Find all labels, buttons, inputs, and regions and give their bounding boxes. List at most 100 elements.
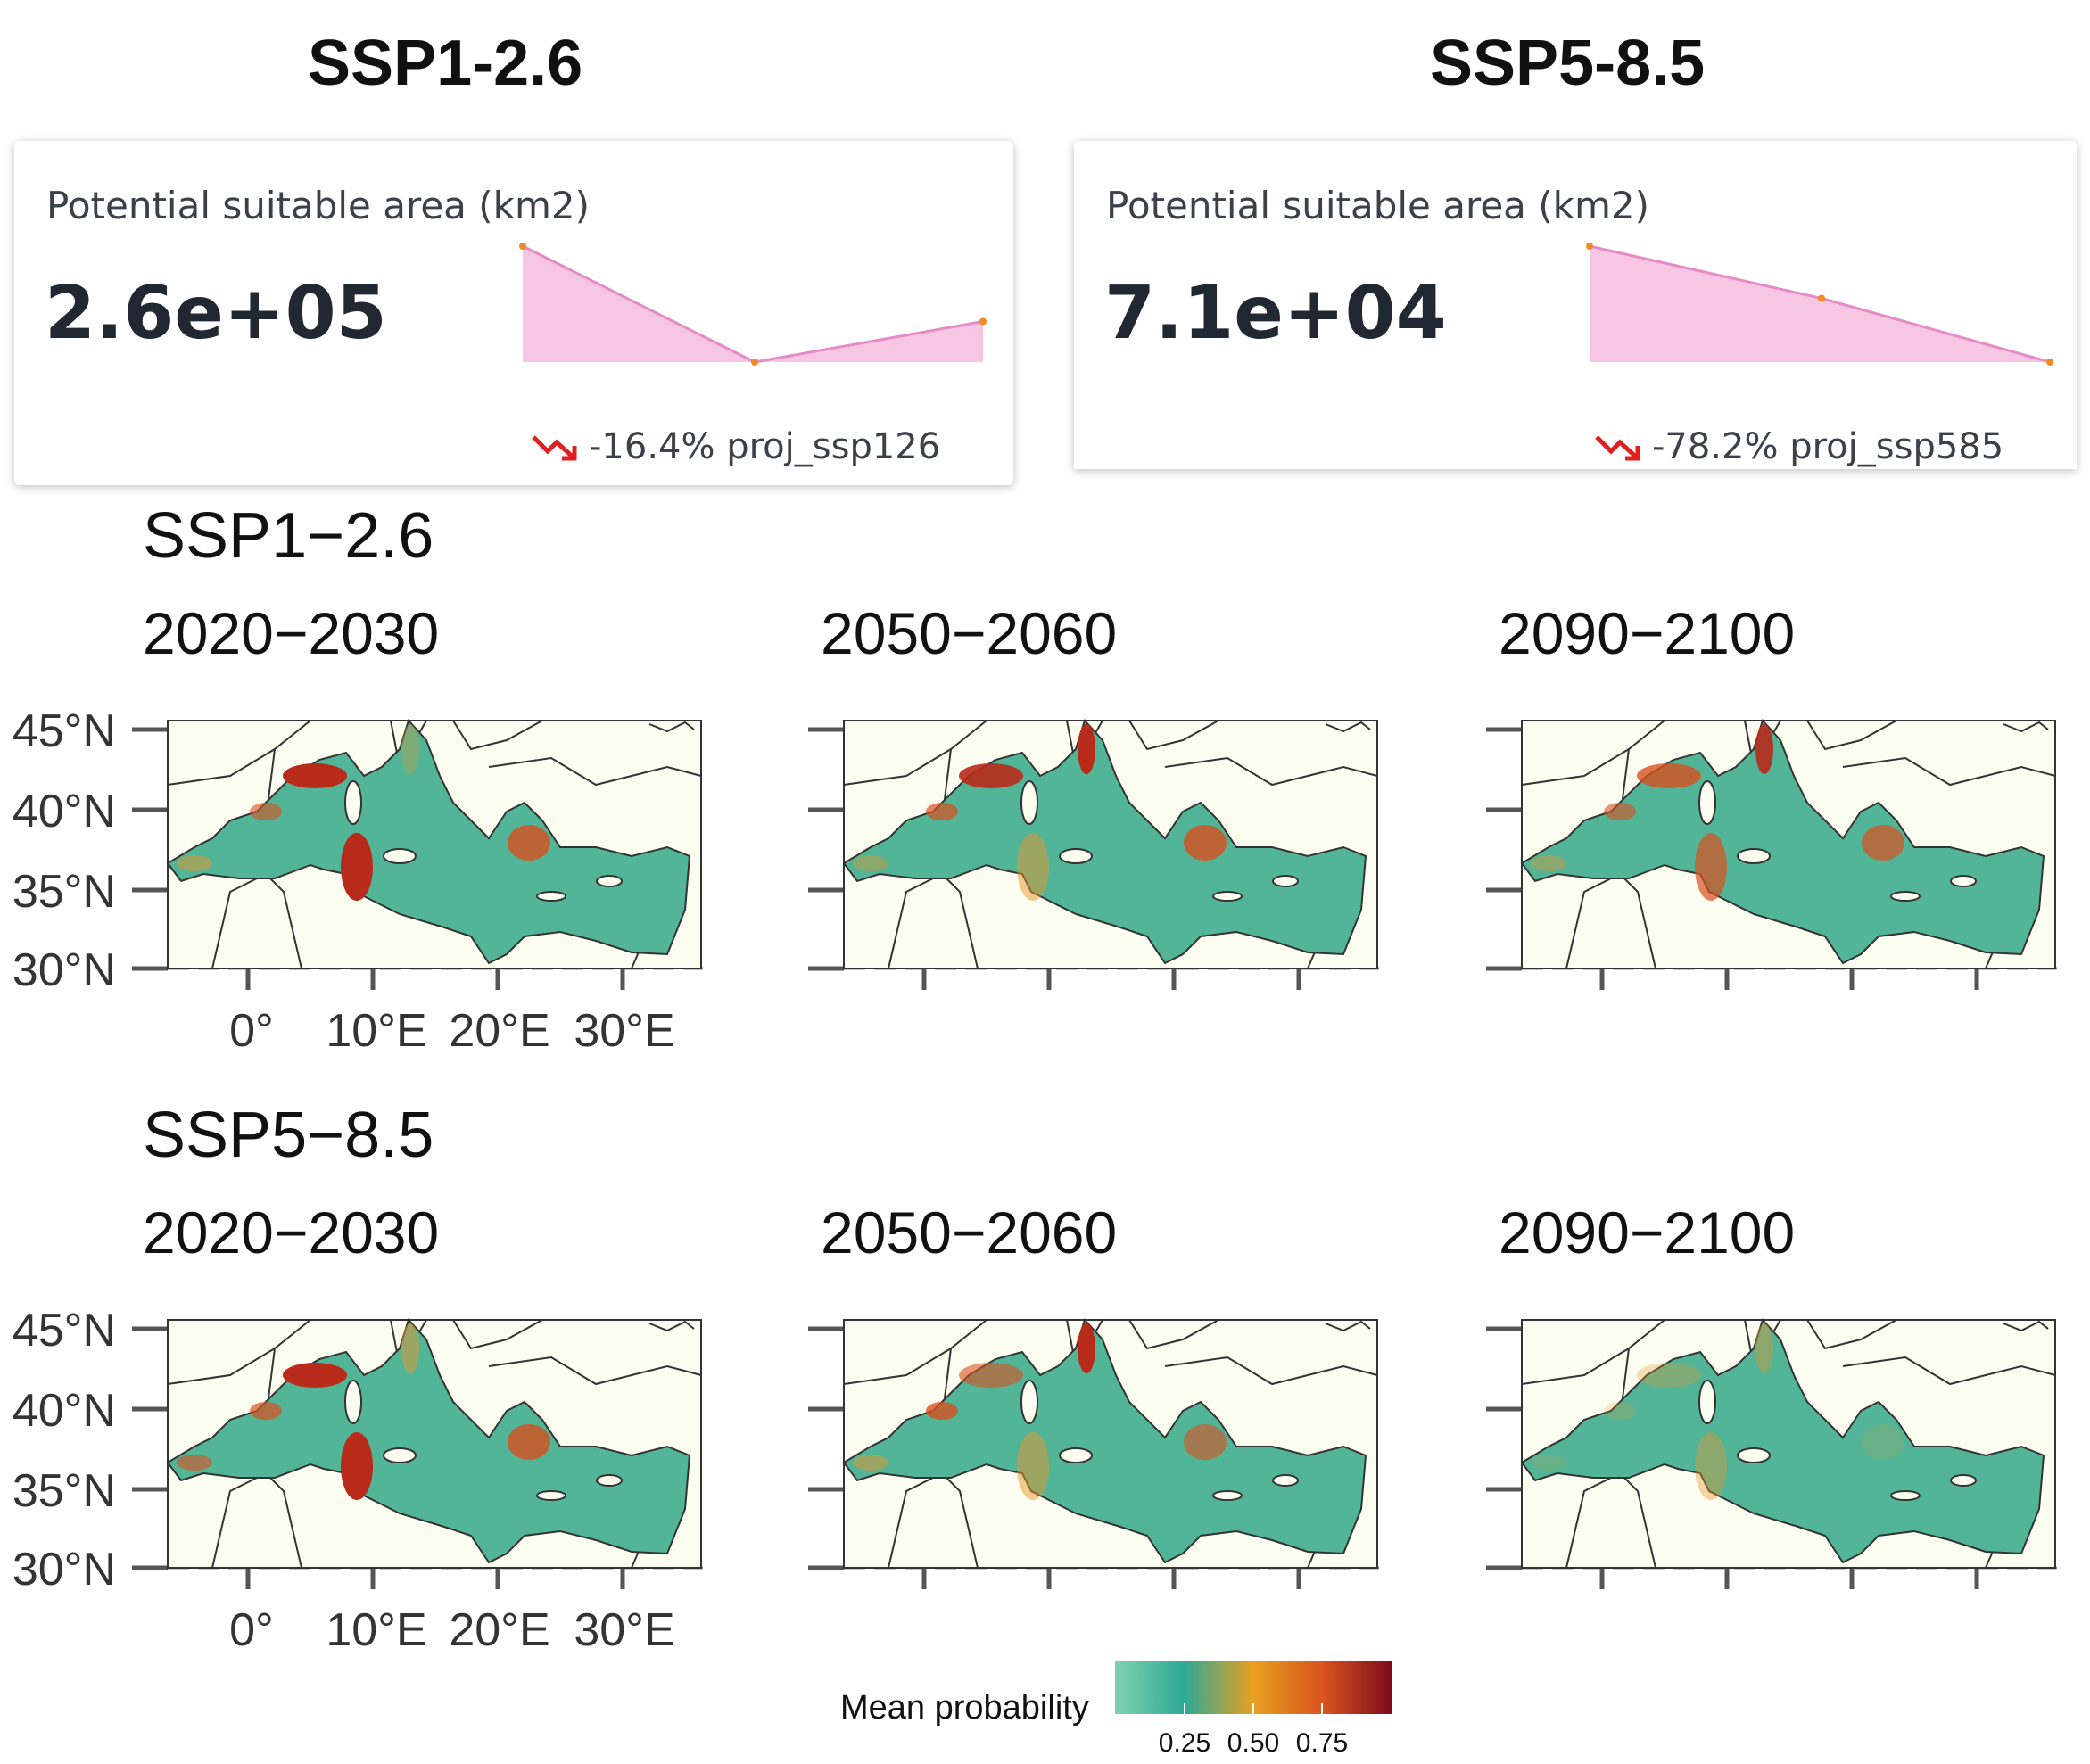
metric-card-ssp585: Potential suitable area (km2) 7.1e+04 -7…: [1074, 141, 2077, 469]
hotspot: [1755, 724, 1773, 774]
hotspot: [1695, 1432, 1727, 1500]
delta-text: -16.4% proj_ssp126: [589, 426, 941, 467]
hotspot: [926, 1402, 958, 1420]
hotspot: [1862, 825, 1904, 861]
delta-text: -78.2% proj_ssp585: [1652, 426, 2004, 467]
lon-label: 30°E: [574, 1604, 675, 1656]
lat-label: 35°N: [12, 1465, 116, 1517]
sea-area: [1520, 1318, 2045, 1564]
delta-indicator: -16.4% proj_ssp126: [530, 426, 940, 467]
period-label: 2090−2100: [1499, 600, 1796, 666]
header-ssp126: SSP1-2.6: [308, 28, 583, 99]
sparkline-point: [751, 359, 758, 366]
map-ssp126-2020-2030: [132, 713, 703, 994]
hotspot: [1184, 825, 1227, 861]
hotspot: [177, 1455, 212, 1471]
lat-label: 40°N: [12, 786, 116, 837]
trend-down-icon: [1595, 435, 1640, 461]
sparkline-ssp585: [1586, 243, 2053, 366]
delta-indicator: -78.2% proj_ssp585: [1593, 426, 2003, 467]
hotspot: [341, 1432, 373, 1500]
hotspot: [250, 803, 282, 820]
hotspot: [1078, 1323, 1095, 1373]
hotspot: [508, 825, 550, 861]
sparkline-point: [1586, 243, 1593, 250]
period-label: 2050−2060: [821, 600, 1118, 666]
lat-label: 45°N: [12, 1305, 116, 1356]
hotspot: [1604, 1402, 1636, 1420]
hotspot: [1637, 763, 1701, 788]
trend-down-icon: [532, 435, 577, 461]
map-svg: [1486, 1318, 2057, 1589]
period-label: 2020−2030: [143, 1199, 440, 1265]
hotspot: [1695, 833, 1727, 901]
map-svg: [132, 1318, 703, 1589]
hotspot: [1184, 1424, 1227, 1460]
lat-label: 30°N: [12, 944, 116, 996]
hotspot: [283, 763, 347, 788]
lon-label: 10°E: [326, 1005, 427, 1057]
sparkline-point: [2046, 359, 2053, 366]
hotspot: [1078, 724, 1095, 774]
metric-card-ssp126: Potential suitable area (km2) 2.6e+05 -1…: [14, 141, 1013, 485]
sparkline-point: [519, 243, 526, 250]
legend-tick: 0.75: [1295, 1728, 1349, 1758]
map-ssp126-2050-2060: [808, 713, 1379, 994]
lon-label: 20°E: [449, 1005, 550, 1057]
metric-value: 7.1e+04: [1104, 271, 1447, 356]
section-title-ssp126: SSP1−2.6: [143, 500, 434, 572]
lat-label: 30°N: [12, 1544, 116, 1595]
lon-label: 30°E: [574, 1005, 675, 1057]
map-svg: [808, 719, 1379, 990]
hotspot: [853, 1455, 888, 1471]
legend-title: Mean probability: [840, 1689, 1089, 1727]
metric-value: 2.6e+05: [45, 271, 387, 356]
legend-tick: 0.50: [1227, 1728, 1280, 1758]
map-ssp585-2090-2100: [1486, 1313, 2057, 1594]
hotspot: [283, 1363, 347, 1388]
hotspot: [1531, 1455, 1566, 1471]
metric-label: Potential suitable area (km2): [46, 184, 590, 227]
header-ssp585: SSP5-8.5: [1430, 28, 1706, 99]
hotspot: [926, 803, 958, 820]
hotspot: [1017, 833, 1049, 901]
map-svg: [132, 719, 703, 990]
lat-label: 40°N: [12, 1385, 116, 1437]
period-label: 2090−2100: [1499, 1199, 1796, 1265]
map-ssp126-2090-2100: [1486, 713, 2057, 994]
hotspot: [508, 1424, 550, 1460]
hotspot: [177, 855, 212, 871]
map-svg: [1486, 719, 2057, 990]
map-ssp585-2050-2060: [808, 1313, 1379, 1594]
sparkline-ssp126: [519, 243, 987, 366]
hotspot: [1017, 1432, 1049, 1500]
lon-label: 0°: [229, 1604, 274, 1656]
period-label: 2020−2030: [143, 600, 440, 666]
lat-label: 35°N: [12, 866, 116, 918]
hotspot: [959, 1363, 1023, 1388]
hotspot: [401, 1323, 419, 1373]
hotspot: [341, 833, 373, 901]
map-ssp585-2020-2030: [132, 1313, 703, 1594]
sparkline-point: [1818, 294, 1825, 302]
sparkline-point: [979, 317, 987, 326]
hotspot: [959, 763, 1023, 788]
lat-label: 45°N: [12, 705, 116, 757]
period-label: 2050−2060: [821, 1199, 1118, 1265]
legend-colorbar: [1115, 1661, 1392, 1714]
lon-label: 20°E: [449, 1604, 550, 1656]
legend-tick: 0.25: [1158, 1728, 1211, 1758]
hotspot: [1862, 1424, 1904, 1460]
hotspot: [1637, 1363, 1701, 1388]
hotspot: [1604, 803, 1636, 820]
lon-label: 0°: [229, 1005, 274, 1057]
lon-label: 10°E: [326, 1604, 427, 1656]
map-svg: [808, 1318, 1379, 1589]
hotspot: [1531, 855, 1566, 871]
hotspot: [853, 855, 888, 871]
hotspot: [1755, 1323, 1773, 1373]
section-title-ssp585: SSP5−8.5: [143, 1100, 434, 1171]
hotspot: [250, 1402, 282, 1420]
hotspot: [401, 724, 419, 774]
metric-label: Potential suitable area (km2): [1106, 184, 1649, 227]
